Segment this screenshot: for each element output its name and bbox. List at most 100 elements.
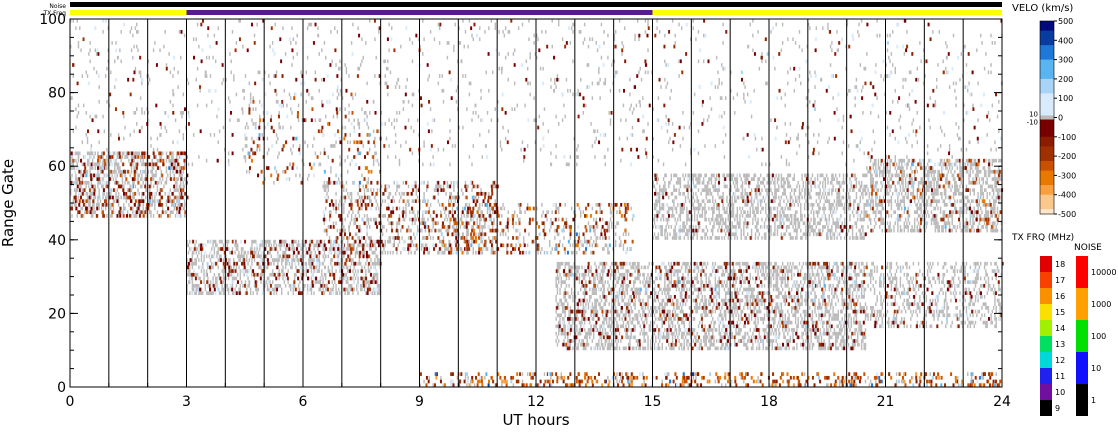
ground-scatter-cell: [664, 188, 666, 192]
ground-scatter-cell: [409, 228, 411, 233]
ground-scatter-cell: [330, 261, 332, 266]
ground-scatter-cell: [740, 317, 742, 321]
ground-scatter-cell: [446, 184, 449, 189]
ground-scatter-cell: [642, 298, 644, 303]
ground-scatter-cell: [596, 342, 599, 347]
ground-scatter-cell: [541, 203, 543, 207]
ground-scatter-cell: [785, 265, 788, 270]
ground-scatter-cell: [818, 272, 820, 277]
ground-scatter-cell: [479, 228, 481, 233]
ground-scatter-cell: [687, 191, 689, 196]
ground-scatter-cell: [178, 191, 181, 196]
ground-scatter-cell: [581, 317, 583, 321]
ground-scatter-cell: [767, 346, 770, 351]
ground-scatter-cell: [602, 236, 604, 240]
ground-scatter-cell: [683, 287, 685, 292]
ground-scatter-cell: [556, 232, 559, 237]
ground-scatter-cell: [138, 173, 141, 178]
ground-scatter-cell: [737, 313, 740, 318]
ground-scatter-cell: [369, 247, 371, 251]
ground-scatter-cell: [341, 258, 344, 262]
ground-scatter-cell: [328, 217, 331, 222]
ground-scatter-cell: [551, 210, 553, 215]
ground-scatter-cell: [822, 298, 824, 303]
ground-scatter-cell: [86, 151, 89, 156]
ground-scatter-cell: [573, 280, 575, 284]
ground-scatter-cell: [775, 261, 777, 266]
ground-scatter-cell: [737, 331, 740, 336]
ground-scatter-cell: [616, 261, 618, 266]
ground-scatter-cell: [115, 169, 117, 174]
ground-scatter-cell: [347, 276, 349, 281]
ground-scatter-cell: [585, 309, 587, 314]
ground-scatter-cell: [625, 313, 627, 318]
ground-scatter-cell: [740, 283, 742, 288]
ground-scatter-cell: [611, 339, 613, 343]
ground-scatter-cell: [523, 239, 525, 244]
ground-scatter-cell: [490, 247, 493, 251]
ground-scatter-cell: [94, 166, 97, 170]
ground-scatter-cell: [680, 287, 683, 292]
ground-scatter-cell: [757, 339, 759, 343]
ground-scatter-cell: [279, 243, 282, 248]
ground-scatter-cell: [627, 203, 630, 207]
ground-scatter-cell: [668, 276, 670, 281]
ground-scatter-cell: [195, 247, 197, 251]
ground-scatter-cell: [854, 261, 856, 266]
ground-scatter-cell: [599, 210, 601, 215]
ground-scatter-cell: [142, 162, 144, 167]
ground-scatter-cell: [406, 199, 408, 203]
ground-scatter-cell: [164, 210, 166, 215]
ground-scatter-cell: [602, 269, 604, 273]
ground-scatter-cell: [358, 195, 361, 200]
ground-scatter-cell: [734, 295, 736, 299]
ground-scatter-cell: [618, 302, 621, 307]
ground-scatter-cell: [849, 328, 851, 332]
ground-scatter-cell: [749, 328, 752, 332]
ground-scatter-cell: [691, 188, 693, 192]
ground-scatter-cell: [815, 335, 818, 340]
ground-scatter-cell: [771, 306, 774, 310]
ground-scatter-cell: [669, 287, 671, 292]
ground-scatter-cell: [252, 239, 254, 244]
ground-scatter-cell: [756, 295, 758, 299]
ground-scatter-cell: [473, 195, 476, 200]
ground-scatter-cell: [559, 291, 561, 295]
ground-scatter-cell: [585, 335, 587, 340]
ground-scatter-cell: [101, 203, 103, 207]
ground-scatter-cell: [371, 291, 374, 295]
ground-scatter-cell: [141, 184, 143, 189]
ground-scatter-cell: [387, 195, 389, 200]
ground-scatter-cell: [585, 317, 587, 321]
ground-scatter-cell: [771, 328, 774, 332]
ground-scatter-cell: [239, 254, 241, 259]
ground-scatter-cell: [391, 225, 393, 229]
ground-scatter-cell: [447, 210, 450, 215]
ground-scatter-cell: [620, 272, 622, 277]
ground-scatter-cell: [784, 291, 786, 295]
ground-scatter-cell: [309, 261, 311, 266]
ground-scatter-cell: [727, 272, 730, 277]
ground-scatter-cell: [853, 269, 855, 273]
ground-scatter-cell: [472, 225, 474, 229]
ground-scatter-cell: [629, 295, 631, 299]
ground-scatter-cell: [602, 342, 604, 347]
ground-scatter-cell: [638, 320, 640, 325]
ground-scatter-cell: [362, 276, 364, 281]
ground-scatter-cell: [668, 269, 670, 273]
ground-scatter-cell: [287, 291, 289, 295]
ground-scatter-cell: [757, 269, 759, 273]
ground-scatter-cell: [392, 206, 394, 211]
ground-scatter-cell: [732, 302, 735, 307]
ground-scatter-cell: [490, 214, 493, 218]
ground-scatter-cell: [396, 225, 398, 229]
ground-scatter-cell: [823, 339, 825, 343]
ground-scatter-cell: [116, 155, 119, 159]
ground-scatter-cell: [343, 265, 345, 270]
ground-scatter-cell: [539, 250, 542, 255]
ground-scatter-cell: [347, 280, 349, 284]
ground-scatter-cell: [169, 195, 172, 200]
ground-scatter-cell: [576, 265, 578, 270]
ground-scatter-cell: [662, 206, 665, 211]
